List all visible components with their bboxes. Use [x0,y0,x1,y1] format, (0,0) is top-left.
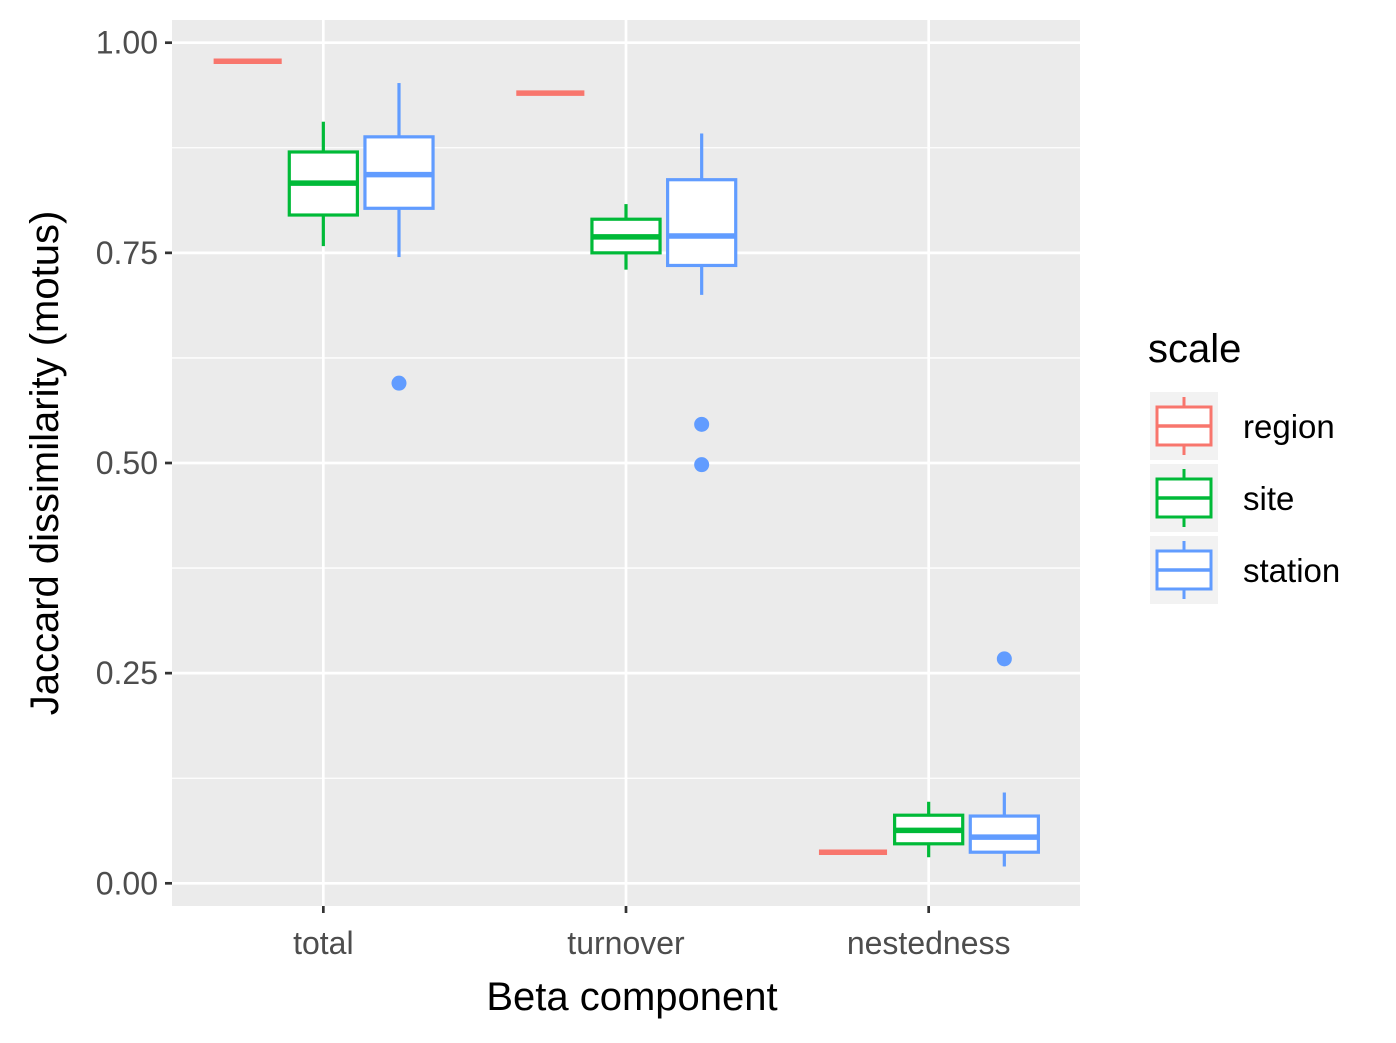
legend-label: site [1243,480,1294,517]
legend: scale region site station [1148,327,1340,604]
y-tick-label: 0.75 [96,235,158,271]
x-tick-label: total [293,925,353,961]
box-station-total [363,83,435,391]
box-site-nestedness [893,801,965,858]
legend-item-site: site [1150,464,1294,532]
legend-label: station [1243,552,1340,589]
outlier-point [996,651,1012,667]
outlier-point [391,375,407,391]
x-tick-label: nestedness [847,925,1011,961]
box-body [968,814,1040,854]
y-tick-label: 1.00 [96,25,158,61]
legend-item-station: station [1150,536,1340,604]
legend-title: scale [1148,327,1241,371]
legend-label: region [1243,408,1335,445]
box-site-turnover [590,204,662,270]
outlier-point [694,457,710,473]
x-axis-title: Beta component [486,975,777,1019]
x-tick-label: turnover [567,925,685,961]
y-tick-label: 0.50 [96,445,158,481]
y-axis-title: Jaccard dissimilarity (motus) [23,211,67,716]
box-body [666,178,738,268]
box-station-nestedness [968,651,1040,867]
major-gridlines [172,20,1080,906]
box-site-total [287,121,359,247]
y-axis: 0.00 0.25 0.50 0.75 1.00 [96,25,172,901]
y-tick-label: 0.25 [96,655,158,691]
legend-item-region: region [1150,392,1335,460]
y-tick-label: 0.00 [96,865,158,901]
box-station-turnover [666,133,738,473]
box-groups [213,58,1040,867]
x-axis: total turnover nestedness [293,906,1011,961]
outlier-point [694,416,710,432]
